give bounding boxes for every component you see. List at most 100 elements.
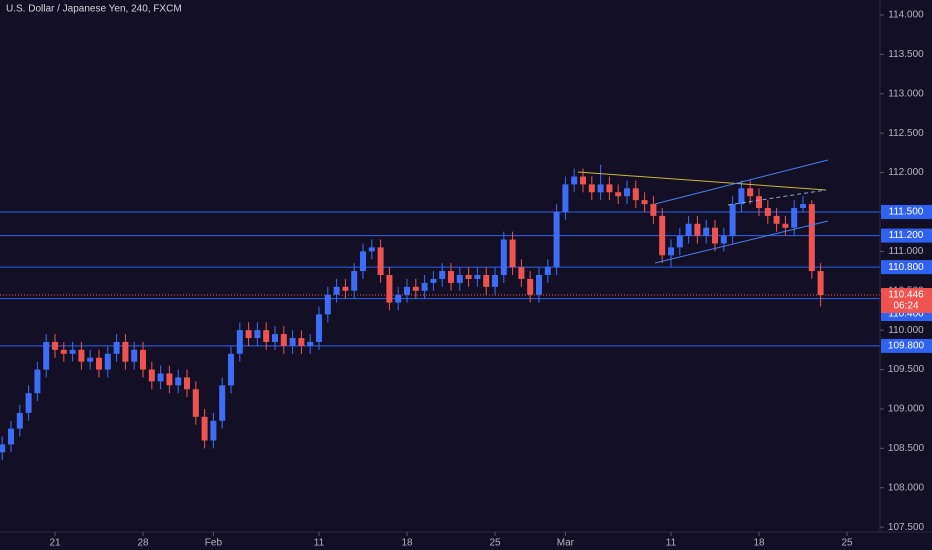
candle-body — [430, 278, 437, 283]
candle-body — [712, 227, 718, 244]
candle-body — [0, 444, 6, 453]
candle-body — [747, 188, 754, 197]
candle-body — [263, 330, 270, 342]
candle-body — [703, 227, 710, 236]
candle-body — [316, 314, 322, 342]
candle-body — [386, 275, 393, 303]
candle-body — [782, 223, 789, 228]
candle-body — [166, 373, 173, 386]
candle-body — [298, 338, 305, 346]
candle-body — [580, 176, 586, 185]
candle-body — [527, 278, 534, 295]
y-tick-label: 113.500 — [888, 49, 924, 60]
candle-body — [307, 341, 314, 346]
level-label: 109.800 — [888, 341, 925, 352]
countdown: 06:24 — [893, 301, 918, 312]
candle-body — [641, 200, 648, 205]
candle-body — [518, 267, 525, 279]
candle-body — [738, 188, 745, 205]
candle-body — [192, 389, 199, 417]
candles — [0, 164, 824, 461]
candle-body — [412, 286, 419, 291]
candle-body — [34, 369, 41, 394]
candle-body — [43, 341, 50, 370]
candle-body — [157, 373, 164, 382]
channel-top — [654, 159, 829, 205]
candle-body — [509, 239, 516, 268]
x-tick-label: 25 — [489, 538, 501, 549]
candle-body — [791, 208, 798, 228]
candle-body — [465, 275, 472, 279]
candle-body — [122, 341, 129, 362]
x-tick-label: 25 — [841, 538, 853, 549]
x-tick-label: 11 — [314, 538, 325, 549]
candle-body — [104, 353, 111, 370]
level-label-bg — [881, 338, 932, 353]
candle-body — [16, 412, 23, 429]
x-tick-label: 18 — [401, 538, 413, 549]
candle-body — [184, 377, 190, 390]
y-tick-label: 109.000 — [888, 404, 925, 415]
candle-body — [817, 271, 824, 296]
candle-body — [615, 192, 622, 197]
candle-body — [342, 286, 349, 291]
candle-body — [60, 349, 67, 354]
trend-line — [577, 171, 827, 191]
y-tick-label: 107.500 — [888, 522, 925, 533]
candle-body — [536, 275, 542, 295]
candle-body — [729, 204, 736, 236]
candle-body — [368, 247, 375, 252]
y-tick-label: 114.000 — [888, 10, 924, 21]
chart-title: U.S. Dollar / Japanese Yen, 240, FXCM — [6, 4, 182, 15]
candle-body — [8, 428, 14, 445]
level-label: 110.800 — [888, 262, 924, 273]
candle-body — [694, 223, 701, 236]
candle-body — [236, 330, 243, 354]
candle-body — [685, 223, 692, 236]
candle-body — [377, 247, 384, 275]
candle-body — [113, 341, 120, 354]
candle-body — [562, 184, 569, 212]
y-tick-label: 112.000 — [888, 167, 924, 178]
candle-body — [632, 188, 639, 201]
x-tick-label: 21 — [49, 538, 61, 549]
candle-body — [606, 184, 613, 193]
candle-body — [395, 294, 402, 303]
candle-body — [25, 393, 32, 413]
candle-body — [148, 369, 155, 382]
candle-body — [553, 211, 560, 268]
candle-body — [351, 271, 358, 291]
candle-body — [131, 349, 138, 362]
y-tick-label: 108.500 — [888, 443, 925, 454]
candle-body — [360, 251, 366, 272]
y-tick-label: 111.000 — [889, 246, 924, 257]
channel-mid — [727, 189, 827, 206]
x-tick-label: 18 — [753, 538, 765, 549]
level-label: 110.400 — [888, 309, 924, 320]
candle-body — [87, 357, 94, 362]
candle-body — [764, 208, 771, 216]
candle-body — [96, 357, 102, 370]
candle-body — [571, 176, 578, 185]
y-tick-label: 112.500 — [888, 128, 924, 139]
candle-body — [289, 338, 296, 346]
current-price-label: 110.446 — [888, 290, 924, 301]
candle-body — [624, 188, 630, 197]
y-tick-label: 110.000 — [888, 325, 924, 336]
candle-body — [69, 349, 76, 354]
candle-body — [52, 341, 58, 350]
candle-body — [245, 330, 252, 339]
candle-body — [456, 275, 463, 283]
y-tick-label: 113.000 — [888, 88, 924, 99]
drawings — [577, 159, 829, 264]
level-label-bg — [881, 204, 932, 219]
candle-body — [597, 184, 604, 193]
candle-body — [78, 349, 85, 362]
candle-body — [254, 330, 261, 339]
candle-body — [439, 271, 446, 279]
candle-body — [808, 204, 815, 272]
x-tick-label: 11 — [666, 538, 677, 549]
level-label-bg — [881, 228, 932, 243]
candle-body — [756, 196, 762, 209]
candle-body — [228, 353, 234, 386]
